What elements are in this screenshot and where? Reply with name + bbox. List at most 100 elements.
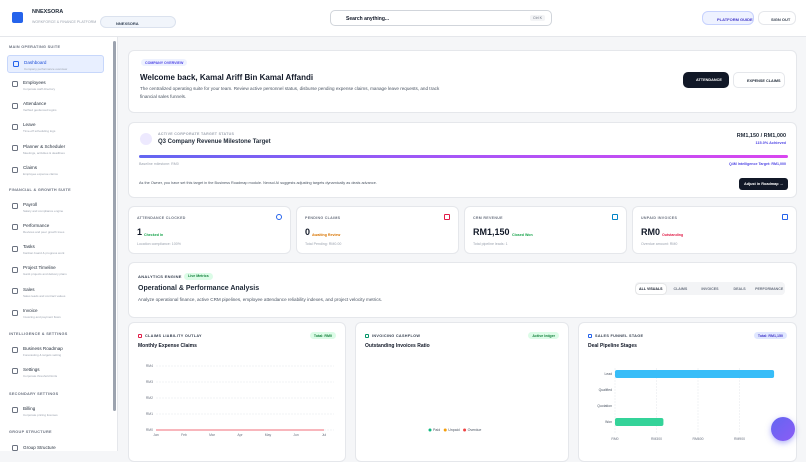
nav-label: Payroll [23, 201, 38, 207]
nav-icon [12, 445, 18, 451]
section-title: INTELLIGENCE & SETTINGS [9, 332, 68, 336]
kpi-label: UNPAID INVOICES [641, 216, 678, 220]
analytics-description: Analyze operational finance, active CRM … [138, 297, 383, 302]
nav-item[interactable]: Claims Employee expense claims [7, 162, 104, 180]
adjust-roadmap-button[interactable]: Adjust in Roadmap → [739, 178, 788, 190]
bar [615, 418, 664, 426]
overview-tag: COMPANY OVERVIEW [141, 59, 188, 66]
x-tick-label: RM0 [611, 437, 618, 441]
nav-label: Attendance [23, 101, 47, 107]
section-title: FINANCIAL & GROWTH SUITE [9, 188, 71, 192]
nav-label: Group Structure [23, 445, 56, 450]
target-card: ACTIVE CORPORATE TARGET STATUS Q3 Compan… [128, 122, 797, 198]
nav-item[interactable]: Dashboard Company performance overview [7, 55, 104, 73]
x-tick-label: Feb [181, 433, 187, 437]
tab[interactable]: CLAIMS [673, 286, 688, 291]
tenant-switch[interactable]: NNEXSORA [100, 16, 176, 28]
y-tick-label: RM3 [146, 380, 153, 384]
nav-item[interactable]: Tasks Kanban board & progress work [7, 241, 104, 259]
nav-desc: Sales leads and contract values [23, 293, 66, 298]
overview-card: COMPANY OVERVIEW Welcome back, Kamal Ari… [128, 50, 797, 113]
y-tick-label: RM1 [146, 412, 153, 416]
panel-tag: INVOICING CASHFLOW [372, 334, 421, 338]
nav-label: Project Timeline [23, 265, 56, 271]
sign-out-button[interactable]: SIGN OUT [758, 11, 796, 25]
y-tick-label: RM0 [146, 428, 153, 432]
tab[interactable]: DEALS [733, 286, 746, 291]
nav-desc: Invoicing and payment flows [23, 315, 61, 319]
nav-label: Claims [23, 165, 38, 170]
nav-desc: Forecasting & targets setting [23, 352, 62, 357]
panel-tag: CLAIMS LIABILITY OUTLAY [145, 334, 202, 338]
live-badge: Live Metrics [184, 272, 213, 280]
nav-item[interactable]: Group Structure [7, 440, 104, 458]
search-box[interactable]: Search anything... Ctrl K [330, 10, 552, 26]
nav-item[interactable]: Invoice Invoicing and payment flows [7, 305, 104, 323]
nav-item[interactable]: Business Roadmap Forecasting & targets se… [7, 342, 104, 360]
nav-label: Sales [23, 286, 35, 292]
attendance-button[interactable]: ATTENDANCE [683, 72, 729, 88]
kpi-label: ATTENDANCE CLOCKED [137, 216, 186, 220]
nav-item[interactable]: Project Timeline Gantt projects and deliv… [7, 262, 104, 280]
nav-label: Business Roadmap [23, 345, 63, 351]
kpi-icon [444, 214, 450, 220]
kpi-value: 1 [137, 227, 143, 237]
nav-item[interactable]: Settings Corporate threshold limits [7, 363, 104, 381]
section-title: MAIN OPERATING SUITE [9, 45, 61, 49]
kpi-status: Outstanding [662, 233, 684, 237]
nav-item[interactable]: Attendance Verified geofenced logins [7, 98, 104, 116]
kpi-icon [612, 214, 618, 220]
legend-label: Unpaid [448, 428, 459, 432]
y-tick-label: RM4 [146, 364, 153, 368]
nav-label: Billing [23, 405, 36, 411]
x-tick-label: May [265, 433, 272, 437]
nav-item[interactable]: Planner & Scheduler Meetings, activities … [7, 140, 104, 158]
y-tick-label: RM2 [146, 396, 153, 400]
y-tick-label: Won [605, 420, 612, 424]
tab[interactable]: ALL VISUALS [636, 283, 666, 294]
nav-icon [13, 61, 19, 67]
nav-label: Dashboard [24, 59, 47, 65]
kpi-status: Closed Won [512, 233, 533, 237]
page: NNEXSORA WORKFORCE & FINANCE PLATFORM NN… [0, 9, 806, 462]
target-amount: RM1,150 / RM1,000 [736, 133, 786, 139]
legend-label: Paid [433, 428, 440, 432]
tab[interactable]: PERFORMANCE [755, 286, 784, 291]
analytics-card: ANALYTICS ENGINE Live Metrics Operationa… [128, 262, 797, 318]
nav-desc: Time-off scheduling logs [23, 129, 56, 134]
nav-item[interactable]: Employees Corporate staff directory [7, 76, 104, 94]
x-tick-label: Apr [237, 433, 243, 437]
kpi-value: RM0 [641, 227, 661, 237]
logo[interactable] [12, 12, 23, 23]
nav-item[interactable]: Billing Corporate pricing licenses [7, 402, 104, 420]
nav-label: Employees [23, 79, 46, 85]
nav-item[interactable]: Sales Sales leads and contract values [7, 283, 104, 301]
platform-guide-button[interactable]: PLATFORM GUIDE [702, 11, 754, 25]
kpi-icon [276, 214, 282, 220]
target-icon [140, 133, 152, 145]
nav-label: Performance [23, 222, 50, 228]
panel-icon [138, 334, 142, 338]
nav-desc: Verified geofenced logins [23, 108, 57, 113]
nav-item[interactable]: Payroll Salary and compliance engine [7, 198, 104, 216]
tab[interactable]: INVOICES [701, 286, 719, 291]
panel-title: Outstanding Invoices Ratio [365, 343, 430, 349]
kpi-status: Checked In [144, 233, 164, 237]
nav-item[interactable]: Leave Time-off scheduling logs [7, 119, 104, 137]
nav-icon [12, 145, 18, 152]
kpi-label: CRM REVENUE [473, 216, 503, 220]
kpi-card: CRM REVENUE RM1,150 Closed Won Total pipeli… [464, 206, 627, 254]
kpi-label: PENDING CLAIMS [305, 216, 341, 220]
kpi-card: ATTENDANCE CLOCKED 1 Checked In Location co… [128, 206, 291, 254]
assistant-button[interactable] [771, 417, 795, 441]
expense-claims-button[interactable]: EXPENSE CLAIMS [733, 72, 785, 88]
nav-item[interactable]: Performance Reviews and peer growth trees [7, 219, 104, 237]
target-tag: ACTIVE CORPORATE TARGET STATUS [158, 132, 235, 136]
kpi-note: Overdue amount: RM0 [641, 242, 678, 246]
x-tick-label: Jun [293, 433, 299, 437]
nav-icon [12, 407, 18, 413]
nav-desc: Meetings, activities & deadlines [23, 150, 65, 155]
chart: Paid Unpaid Overdue [428, 428, 481, 432]
sidebar: MAIN OPERATING SUITE Dashboard Company per… [0, 37, 118, 451]
nav-desc: Company performance overview [24, 66, 68, 71]
